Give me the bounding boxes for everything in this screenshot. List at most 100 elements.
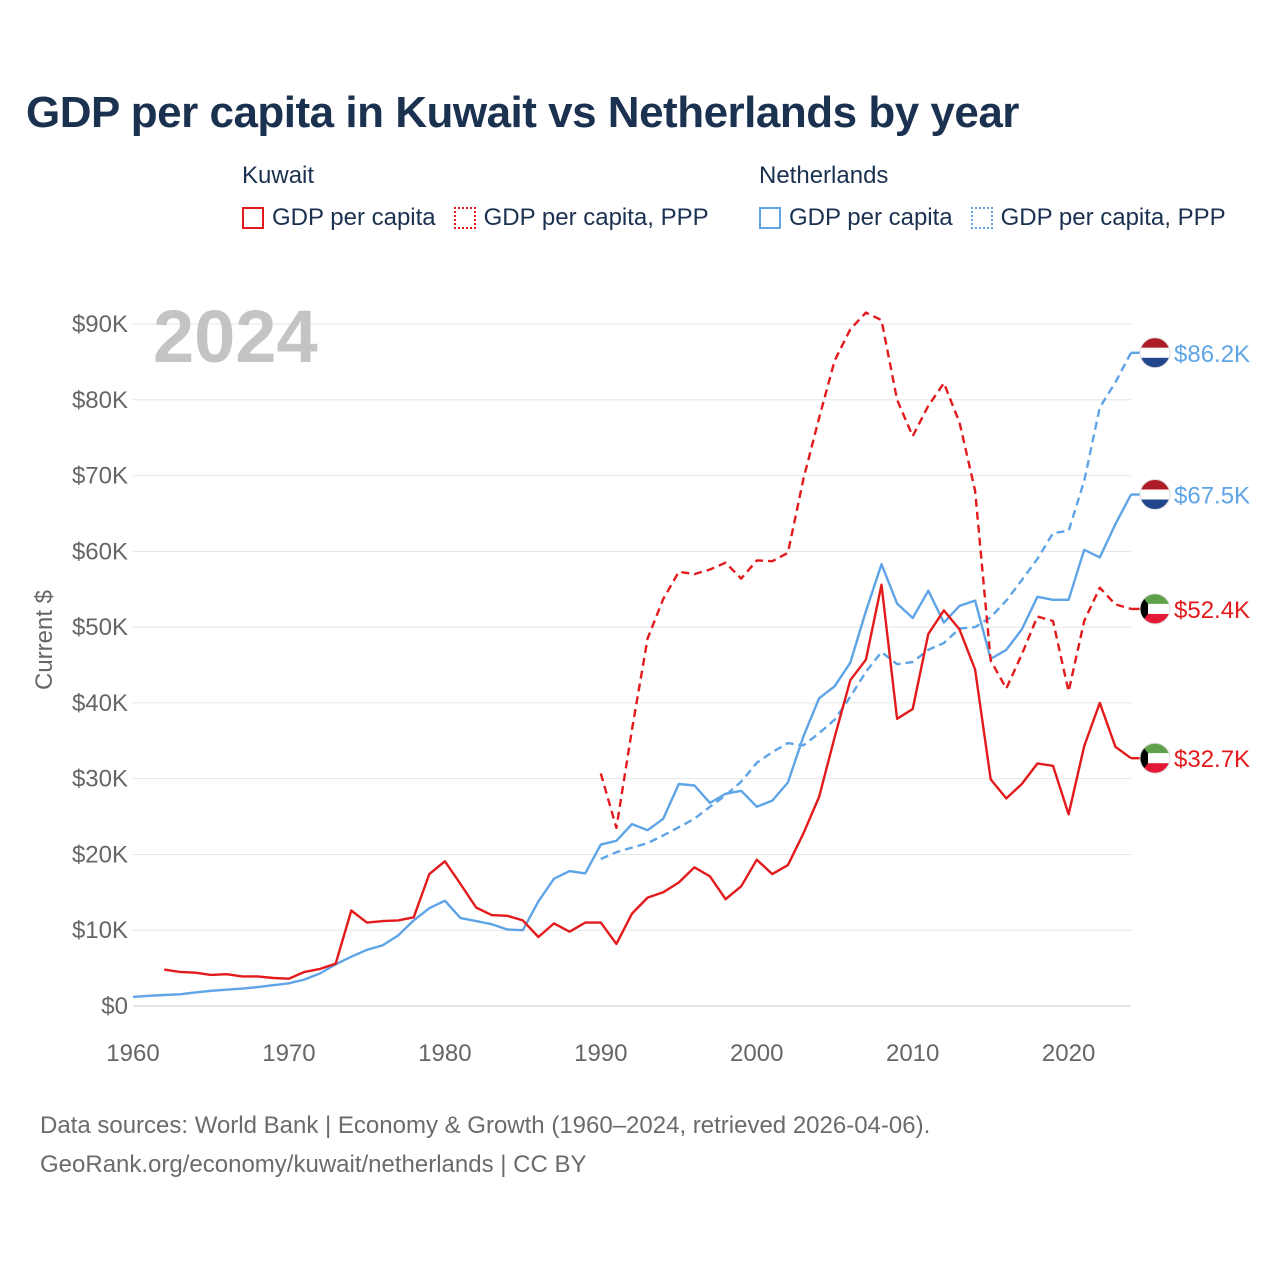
- data-point: [630, 727, 635, 732]
- data-point: [520, 918, 525, 923]
- data-point: [676, 569, 681, 574]
- y-tick-label: $0: [101, 993, 128, 1020]
- data-point: [676, 825, 681, 830]
- data-point: [739, 788, 744, 793]
- flag-band: [1140, 753, 1170, 764]
- data-point: [208, 988, 213, 993]
- data-point: [770, 559, 775, 564]
- data-point: [895, 397, 900, 402]
- series-group: [131, 311, 1133, 999]
- x-tick-label: 2010: [886, 1040, 939, 1067]
- data-point: [910, 616, 915, 621]
- data-point: [240, 974, 245, 979]
- data-point: [832, 717, 837, 722]
- series-line-netherlands-dashed: [600, 352, 1133, 861]
- data-point: [879, 582, 884, 587]
- data-point: [567, 929, 572, 934]
- kuwait-flag-icon: [1139, 593, 1171, 625]
- source-line-2[interactable]: GeoRank.org/economy/kuwait/netherlands |…: [40, 1151, 587, 1178]
- data-point: [1113, 380, 1118, 385]
- data-point: [1066, 528, 1071, 533]
- data-point: [193, 970, 198, 975]
- y-tick-label: $50K: [72, 614, 128, 641]
- data-point: [1097, 700, 1102, 705]
- data-point: [754, 760, 759, 765]
- x-tick-label: 2000: [730, 1040, 783, 1067]
- x-tick-label: 1990: [574, 1040, 627, 1067]
- data-point: [364, 920, 369, 925]
- data-point: [520, 928, 525, 933]
- data-point: [380, 919, 385, 924]
- legend-kuwait: Kuwait GDP per capita GDP per capita, PP…: [242, 162, 709, 232]
- data-point: [224, 972, 229, 977]
- data-point: [1004, 647, 1009, 652]
- data-point: [302, 969, 307, 974]
- data-point: [411, 915, 416, 920]
- legend-kuwait-ppp[interactable]: GDP per capita, PPP: [453, 204, 709, 232]
- legend-netherlands-ppp[interactable]: GDP per capita, PPP: [970, 204, 1226, 232]
- legend-kuwait-gdp-label: GDP per capita: [272, 204, 436, 231]
- data-point: [895, 662, 900, 667]
- dotted-line-swatch-icon: [970, 207, 993, 229]
- flag-band: [1140, 489, 1170, 500]
- data-point: [474, 905, 479, 910]
- data-point: [692, 816, 697, 821]
- y-tick-label: $30K: [72, 766, 128, 793]
- data-point: [427, 906, 432, 911]
- data-point: [707, 567, 712, 572]
- data-point: [645, 841, 650, 846]
- data-point: [973, 598, 978, 603]
- data-point: [1051, 619, 1056, 624]
- netherlands-flag-icon: [1139, 337, 1171, 369]
- data-point: [614, 850, 619, 855]
- data-point: [973, 667, 978, 672]
- end-value-label: $52.4K: [1174, 597, 1250, 624]
- source-line-1: Data sources: World Bank | Economy & Gro…: [40, 1112, 931, 1139]
- legend-kuwait-ppp-label: GDP per capita, PPP: [483, 204, 709, 231]
- data-point: [848, 694, 853, 699]
- data-point: [988, 615, 993, 620]
- data-point: [832, 734, 837, 739]
- data-point: [785, 550, 790, 555]
- data-point: [552, 876, 557, 881]
- data-point: [707, 800, 712, 805]
- y-axis-label: Current $: [31, 590, 58, 690]
- legend-netherlands-gdp[interactable]: GDP per capita: [759, 204, 953, 232]
- flag-band: [1140, 499, 1170, 510]
- data-point: [1051, 597, 1056, 602]
- data-point: [910, 706, 915, 711]
- series-line-netherlands-solid: [132, 493, 1133, 999]
- solid-line-swatch-icon: [759, 207, 781, 229]
- year-overlay: 2024: [153, 295, 318, 378]
- series-line-kuwait-solid: [164, 583, 1132, 980]
- y-tick-label: $20K: [72, 841, 128, 868]
- data-point: [692, 783, 697, 788]
- data-point: [458, 916, 463, 921]
- data-point: [941, 641, 946, 646]
- data-point: [286, 976, 291, 981]
- legend-netherlands-name: Netherlands: [759, 162, 889, 189]
- legend-kuwait-name: Kuwait: [242, 162, 315, 189]
- data-point: [1113, 744, 1118, 749]
- data-point: [255, 974, 260, 979]
- data-point: [863, 657, 868, 662]
- data-point: [645, 895, 650, 900]
- data-point: [131, 994, 136, 999]
- data-point: [1066, 597, 1071, 602]
- data-point: [630, 911, 635, 916]
- data-point: [676, 781, 681, 786]
- data-point: [567, 869, 572, 874]
- data-point: [770, 798, 775, 803]
- data-point: [1035, 761, 1040, 766]
- x-tick-label: 2020: [1042, 1040, 1095, 1067]
- data-point: [661, 597, 666, 602]
- legend-kuwait-gdp[interactable]: GDP per capita: [242, 204, 436, 232]
- data-point: [754, 804, 759, 809]
- flag-band: [1140, 743, 1170, 754]
- data-point: [302, 977, 307, 982]
- data-point: [848, 678, 853, 683]
- y-axis: $0 $10K $20K $30K $40K $50K $60K $70K $80K $90K: [72, 311, 128, 1020]
- data-point: [255, 985, 260, 990]
- x-tick-label: 1960: [106, 1040, 159, 1067]
